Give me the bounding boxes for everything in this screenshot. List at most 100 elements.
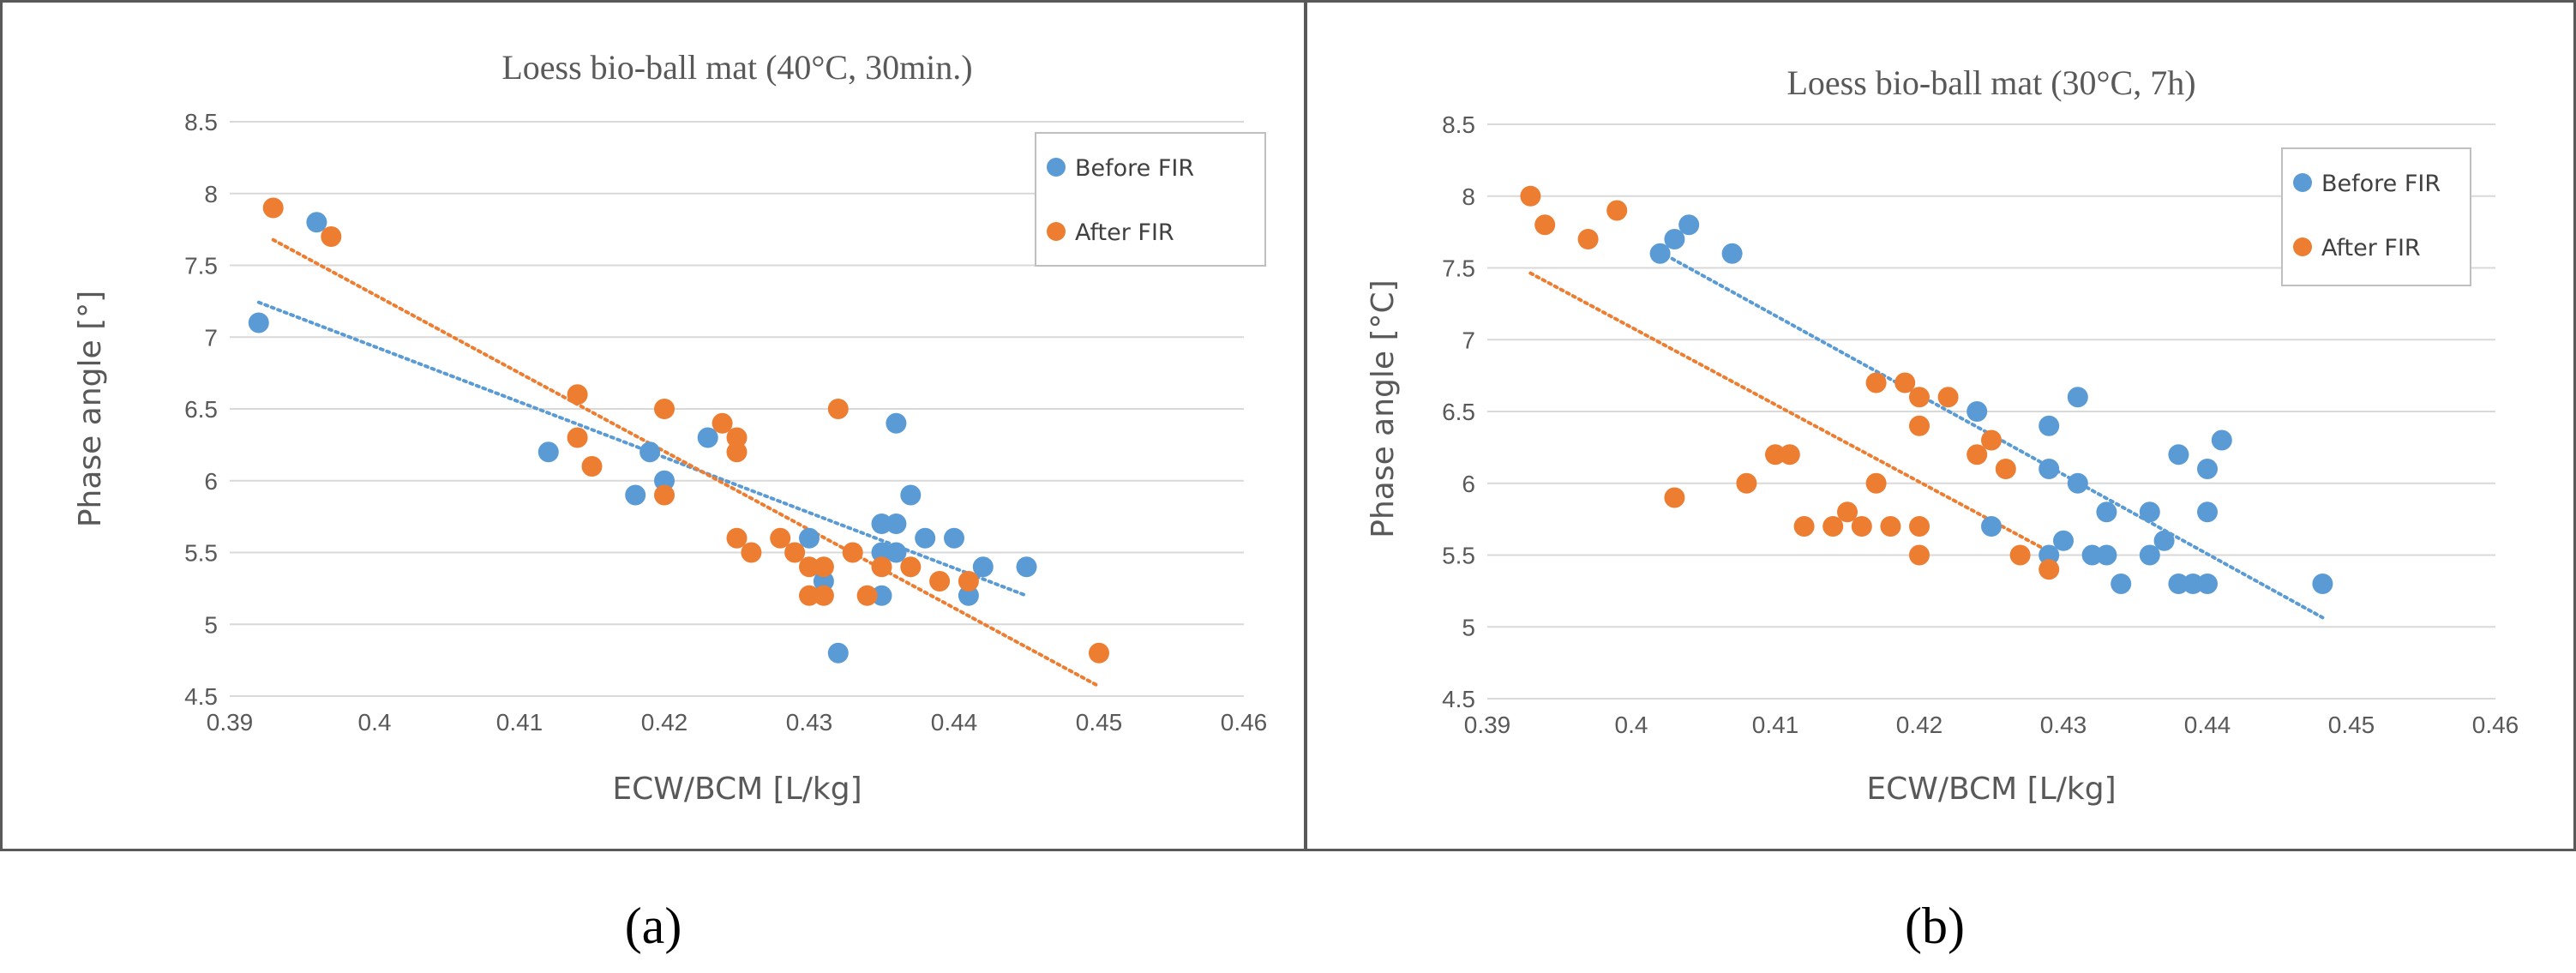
x-tick-label: 0.41 [1752,712,1799,738]
data-point-after [1937,387,1959,408]
data-point-after [1851,516,1872,537]
data-point-before [915,527,936,549]
data-point-before [886,514,907,534]
y-tick-label: 7.5 [1442,255,1475,282]
data-point-before [2197,502,2218,523]
data-point-before [944,527,964,549]
x-tick-label: 0.42 [1896,712,1943,738]
y-axis-label: Phase angle [°] [73,291,108,527]
data-point-before [2139,502,2160,523]
legend-box [1035,132,1266,267]
data-point-before [625,484,646,506]
data-point-after [567,427,588,448]
data-point-before [2312,574,2333,594]
data-point-before [1664,229,1685,249]
data-point-after [1909,415,1930,436]
data-point-after [1765,444,1786,465]
data-point-after [2009,544,2031,566]
x-tick-label: 0.45 [2328,712,2375,738]
data-point-after [1577,229,1599,249]
data-point-before [2096,502,2117,523]
data-point-before [827,642,849,664]
data-point-after [1822,516,1844,537]
data-point-after [1995,459,2016,479]
y-tick-label: 5.5 [184,540,218,567]
panel-caption: (b) [1905,898,1965,954]
y-axis-label: Phase angle [°C] [1366,279,1401,538]
data-point-before [958,585,979,606]
data-point-after [1865,472,1887,494]
data-point-before [2197,574,2218,594]
data-point-after [726,527,748,549]
data-point-before [697,427,718,448]
data-point-after [1736,472,1757,494]
chart-title: Loess bio-ball mat (40°C, 30min.) [501,48,972,87]
y-tick-label: 6.5 [1442,399,1475,425]
data-point-after [1089,642,1109,664]
x-tick-label: 0.41 [496,709,543,736]
data-point-after [799,585,820,606]
x-tick-label: 0.39 [207,709,254,736]
data-point-after [567,384,588,405]
legend-label-after: After FIR [2321,235,2421,261]
data-point-after [726,427,748,448]
trendline-after [271,237,1101,688]
data-point-after [741,542,762,563]
data-point-before [900,484,922,506]
data-point-after [1606,200,1628,221]
data-point-after [1664,487,1685,508]
y-tick-label: 5 [1462,614,1475,640]
data-point-before [2067,387,2088,408]
data-point-after [958,571,979,592]
data-point-before [2039,544,2060,566]
x-tick-label: 0.4 [358,709,392,736]
x-axis-label: ECW/BCM [L/kg] [1866,772,2116,807]
data-point-before [639,441,661,463]
data-point-before [1649,243,1671,264]
x-tick-label: 0.44 [931,709,978,736]
data-point-after [1909,387,1930,408]
data-point-before [813,571,834,592]
legend-label-after: After FIR [1075,219,1174,246]
data-point-before [1721,243,1743,264]
data-point-after [1880,516,1901,537]
data-point-after [1909,544,1930,566]
data-point-before [1016,556,1037,578]
legend-label-before: Before FIR [2321,171,2441,197]
legend-marker-after [1047,222,1066,241]
y-tick-label: 5.5 [1442,543,1475,569]
data-point-after [1981,429,2002,451]
x-tick-label: 0.42 [641,709,688,736]
data-point-before [871,514,892,534]
data-point-before [2197,459,2218,479]
legend-box [2281,147,2471,286]
data-point-after [654,484,675,506]
y-tick-label: 4.5 [1442,686,1475,712]
x-tick-label: 0.4 [1615,712,1648,738]
data-point-before [2081,544,2103,566]
data-point-before [886,542,907,563]
panel-caption: (a) [625,898,682,954]
y-tick-label: 8 [204,181,218,207]
data-point-after [1520,185,1541,207]
data-point-before [2183,574,2204,594]
x-axis-label: ECW/BCM [L/kg] [612,772,862,807]
data-point-after [654,399,675,419]
x-tick-label: 0.39 [1464,712,1511,738]
chart-title: Loess bio-ball mat (30°C, 7h) [1786,63,2195,102]
legend-marker-before [1047,158,1066,177]
figure-frame [0,0,2576,851]
legend-label-before: Before FIR [1075,155,1194,182]
data-point-before [2067,472,2088,494]
legend-marker-before [2293,173,2312,192]
data-point-after [712,412,733,434]
data-point-after [1865,372,1887,393]
data-point-after [871,556,892,578]
trendline-after [1528,271,2051,554]
data-point-after [784,542,806,563]
data-point-before [1967,401,1988,422]
x-tick-label: 0.43 [786,709,833,736]
data-point-after [799,556,820,578]
data-point-after [770,527,791,549]
